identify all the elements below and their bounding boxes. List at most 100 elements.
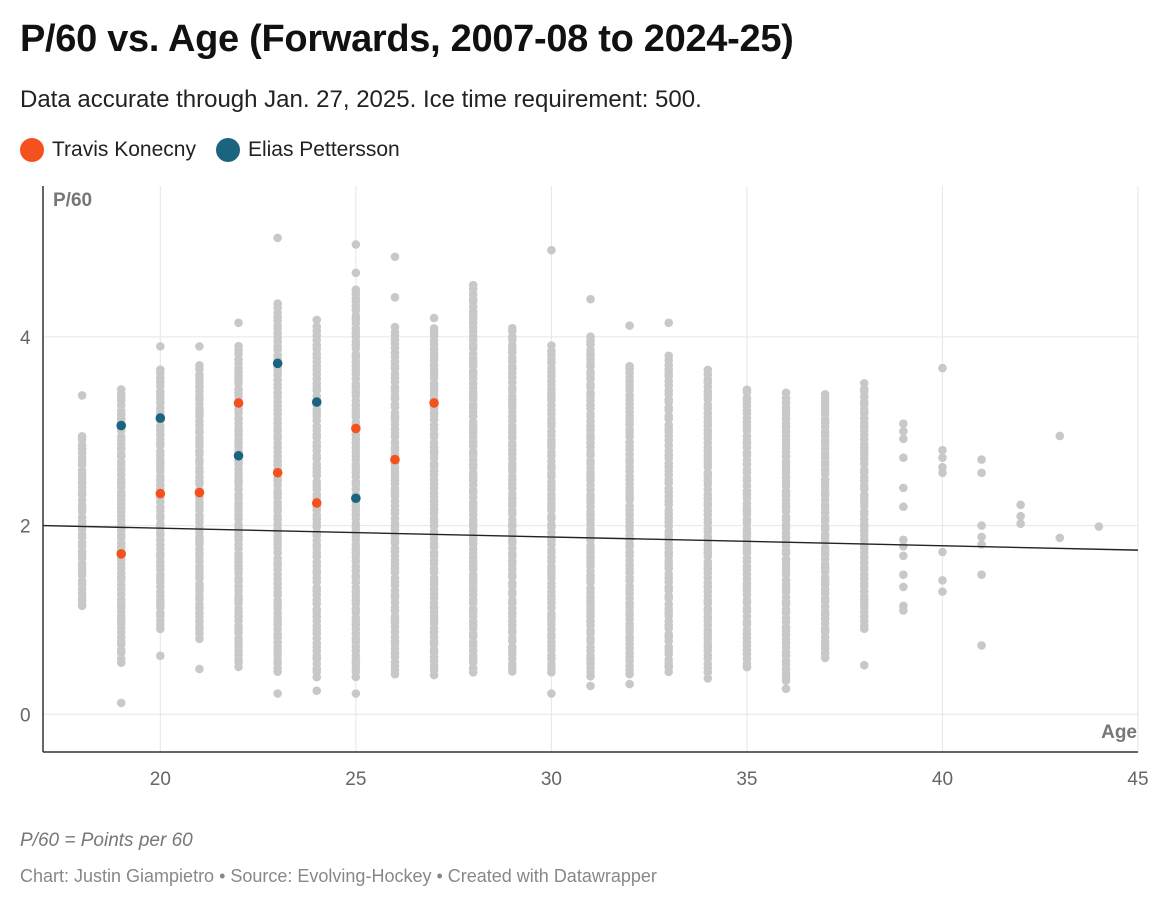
background-point [116,385,126,394]
background-point [195,342,204,351]
background-point [899,434,908,444]
highlight-points [116,358,439,559]
y-tick-label: 2 [20,517,31,538]
background-point [977,455,986,464]
background-point [390,252,400,262]
background-point [899,502,908,512]
legend-label-pettersson: Elias Pettersson [247,138,400,161]
background-point [195,579,204,589]
background-point [507,596,517,605]
background-point [938,547,947,557]
background-point [899,483,908,493]
background-point [156,342,165,351]
point-konecny [272,467,283,478]
background-point [899,535,908,545]
background-point [938,587,947,596]
background-point [312,315,322,325]
point-konecny [429,398,439,408]
background-point [1016,511,1025,521]
background-point [742,393,752,403]
background-point [664,420,674,430]
background-point [547,245,556,255]
point-pettersson [311,397,322,407]
background-point [938,453,947,462]
point-konecny [351,423,361,434]
background-point [468,280,478,290]
x-tick-label: 25 [345,769,366,790]
background-point [77,391,87,400]
background-point [899,551,908,561]
background-point [273,233,282,243]
background-point [390,293,400,302]
background-point [977,570,986,579]
legend-item-konecny: Travis Konecny [20,138,196,162]
background-point [703,365,713,375]
point-konecny [194,487,205,498]
background-point [156,365,165,374]
background-point [899,426,908,436]
background-point [390,322,400,332]
background-point [195,361,204,370]
background-point [625,361,634,371]
background-point [899,582,908,592]
background-point [312,477,322,486]
background-point [429,313,439,323]
legend-label-konecny: Travis Konecny [52,138,196,161]
background-point [586,681,595,691]
background-point [781,684,791,694]
background-point [1094,522,1104,531]
background-point [703,674,713,683]
background-point [351,240,361,249]
point-pettersson [233,450,244,461]
background-point [742,385,752,395]
point-pettersson [351,493,361,504]
chart-subtitle: Data accurate through Jan. 27, 2025. Ice… [20,86,702,113]
background-point [938,363,947,373]
background-point [351,285,361,294]
y-tick-label: 4 [20,328,31,349]
background-point [781,555,791,564]
background-point [507,515,517,524]
chart-notes: P/60 = Points per 60 [20,830,193,851]
background-point [859,378,869,388]
background-point [312,686,322,695]
background-point [977,540,986,549]
legend-item-pettersson: Elias Pettersson [215,138,400,162]
x-tick-label: 20 [150,769,171,790]
background-point [977,468,986,478]
background-point [1055,533,1065,543]
background-point [938,468,947,478]
point-konecny [390,454,400,465]
y-axis-title: P/60 [53,190,92,211]
background-point [547,341,556,350]
point-konecny [155,488,166,499]
background-point [938,576,947,585]
background-point [1016,500,1025,510]
point-pettersson [272,358,283,369]
point-pettersson [155,413,166,423]
background-point [1055,431,1065,441]
x-tick-label: 30 [541,769,562,790]
background-point [312,322,322,331]
background-point [781,388,791,398]
background-point [77,431,87,441]
background-point [195,664,204,674]
point-konecny [116,549,127,559]
background-point [820,390,830,399]
background-point [312,583,322,593]
background-point [116,698,126,708]
background-point [899,570,908,579]
point-pettersson [116,420,127,431]
background-point [586,294,595,304]
x-tick-label: 35 [736,769,757,790]
background-point [351,268,361,278]
background-point [586,332,595,342]
background-point [116,432,126,441]
background-point [273,689,282,698]
scatter-chart: 20 25 30 35 40 45 0 2 4 P/60 Age [20,186,1149,790]
trend-line [42,524,1139,551]
background-point [859,384,869,394]
legend-swatch-konecny [20,138,44,162]
x-tick-label: 40 [932,769,953,790]
background-point [234,341,243,351]
